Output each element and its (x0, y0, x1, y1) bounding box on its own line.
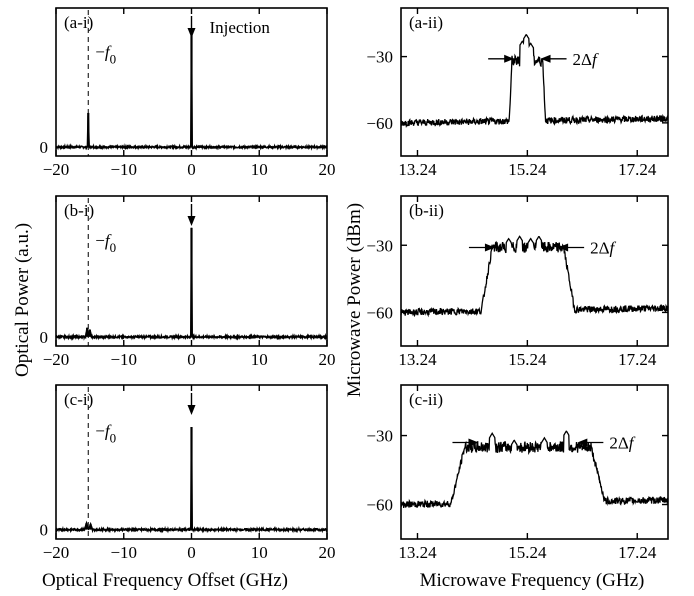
x-tick-label: 10 (251, 543, 268, 562)
bandwidth-label: 2Δf (590, 238, 616, 257)
left-y-axis-label: Optical Power (a.u.) (12, 223, 33, 377)
bandwidth-label-var: f (610, 238, 617, 257)
f0-label-var: f (105, 42, 112, 61)
microwave-spectrum-line (400, 235, 669, 318)
injection-label: Injection (210, 18, 271, 37)
panel-label: (c-ii) (409, 390, 443, 409)
f0-label-var: f (105, 421, 112, 440)
microwave-spectrum-line (400, 430, 669, 509)
y-tick-label: −30 (366, 427, 393, 446)
injection-arrow-head (187, 216, 196, 226)
bandwidth-label-var: f (629, 433, 636, 452)
x-tick-label: 0 (187, 350, 196, 369)
x-tick-label: 17.24 (618, 160, 657, 179)
y-tick-label: 0 (40, 328, 49, 347)
x-tick-label: −10 (110, 543, 137, 562)
y-tick-label: −60 (366, 496, 393, 515)
x-tick-label: 15.24 (508, 543, 547, 562)
x-tick-label: −10 (110, 160, 137, 179)
x-tick-label: 20 (319, 160, 336, 179)
bandwidth-arrowhead-left (504, 54, 515, 63)
x-tick-label: −20 (43, 543, 70, 562)
bandwidth-arrowhead-left (484, 243, 495, 252)
x-tick-label: 10 (251, 350, 268, 369)
f0-label-prefix: − (95, 42, 105, 61)
f0-label-sub: 0 (110, 51, 117, 66)
bandwidth-label-prefix: 2Δ (573, 50, 593, 69)
f0-label-sub: 0 (110, 430, 117, 445)
bandwidth-label-prefix: 2Δ (590, 238, 610, 257)
x-tick-label: 13.24 (398, 350, 437, 369)
right-y-axis-label: Microwave Power (dBm) (344, 203, 365, 397)
x-tick-label: 20 (319, 350, 336, 369)
injection-arrow-head (187, 28, 196, 38)
plot-frame (400, 7, 669, 157)
panel-label: (b-i) (64, 201, 94, 220)
f0-label: −f0 (95, 42, 116, 66)
y-tick-label: −30 (366, 48, 393, 67)
x-tick-label: 13.24 (398, 543, 437, 562)
x-tick-label: 20 (319, 543, 336, 562)
panel-label: (b-ii) (409, 201, 444, 220)
y-tick-label: −60 (366, 114, 393, 133)
f0-label-var: f (105, 231, 112, 250)
y-tick-label: 0 (40, 138, 49, 157)
x-tick-label: 13.24 (398, 160, 437, 179)
bandwidth-arrowhead-left (468, 438, 479, 447)
microwave-spectrum-line (400, 33, 669, 129)
panel-label: (c-i) (64, 390, 93, 409)
x-tick-label: 10 (251, 160, 268, 179)
x-tick-label: 17.24 (618, 543, 657, 562)
y-tick-label: −30 (366, 236, 393, 255)
panel-b-i: −20 −10 0 10 200(b-i)−f0 (40, 195, 336, 369)
x-tick-label: 15.24 (508, 160, 547, 179)
panel-a-ii: 13.24 15.24 17.24 −30 −60 (a-ii) 2Δf (366, 7, 669, 179)
right-x-axis-label: Microwave Frequency (GHz) (420, 570, 645, 591)
bandwidth-label-var: f (592, 50, 599, 69)
panel-c-ii: 13.24 15.24 17.24 −30 −60 (c-ii) 2Δf (366, 384, 669, 562)
optical-spectrum-line (55, 227, 328, 341)
f0-label-prefix: − (95, 421, 105, 440)
bandwidth-arrowhead-right (558, 243, 569, 252)
x-tick-label: 17.24 (618, 350, 657, 369)
panel-label: (a-i) (64, 13, 93, 32)
x-tick-label: 0 (187, 543, 196, 562)
injection-arrow-head (187, 405, 196, 415)
plot-frame (400, 384, 669, 540)
x-tick-label: −10 (110, 350, 137, 369)
f0-label-prefix: − (95, 231, 105, 250)
f0-label-sub: 0 (110, 240, 117, 255)
f0-label: −f0 (95, 231, 116, 255)
x-tick-label: −20 (43, 160, 70, 179)
y-tick-label: 0 (40, 521, 49, 540)
f0-label: −f0 (95, 421, 116, 445)
x-tick-label: −20 (43, 350, 70, 369)
bandwidth-arrowhead-right (540, 54, 551, 63)
panel-label: (a-ii) (409, 13, 443, 32)
bandwidth-label: 2Δf (573, 50, 599, 69)
y-tick-label: −60 (366, 303, 393, 322)
plot-frame (400, 195, 669, 347)
panel-c-i: −20 −10 0 10 200(c-i)−f0 (40, 384, 336, 562)
x-tick-label: 0 (187, 160, 196, 179)
x-tick-label: 15.24 (508, 350, 547, 369)
bandwidth-label: 2Δf (609, 433, 635, 452)
left-x-axis-label: Optical Frequency Offset (GHz) (42, 570, 288, 591)
bandwidth-arrowhead-right (577, 438, 588, 447)
bandwidth-label-prefix: 2Δ (609, 433, 629, 452)
panel-b-ii: 13.24 15.24 17.24 −30 −60 (b-ii) 2Δf (366, 195, 669, 369)
